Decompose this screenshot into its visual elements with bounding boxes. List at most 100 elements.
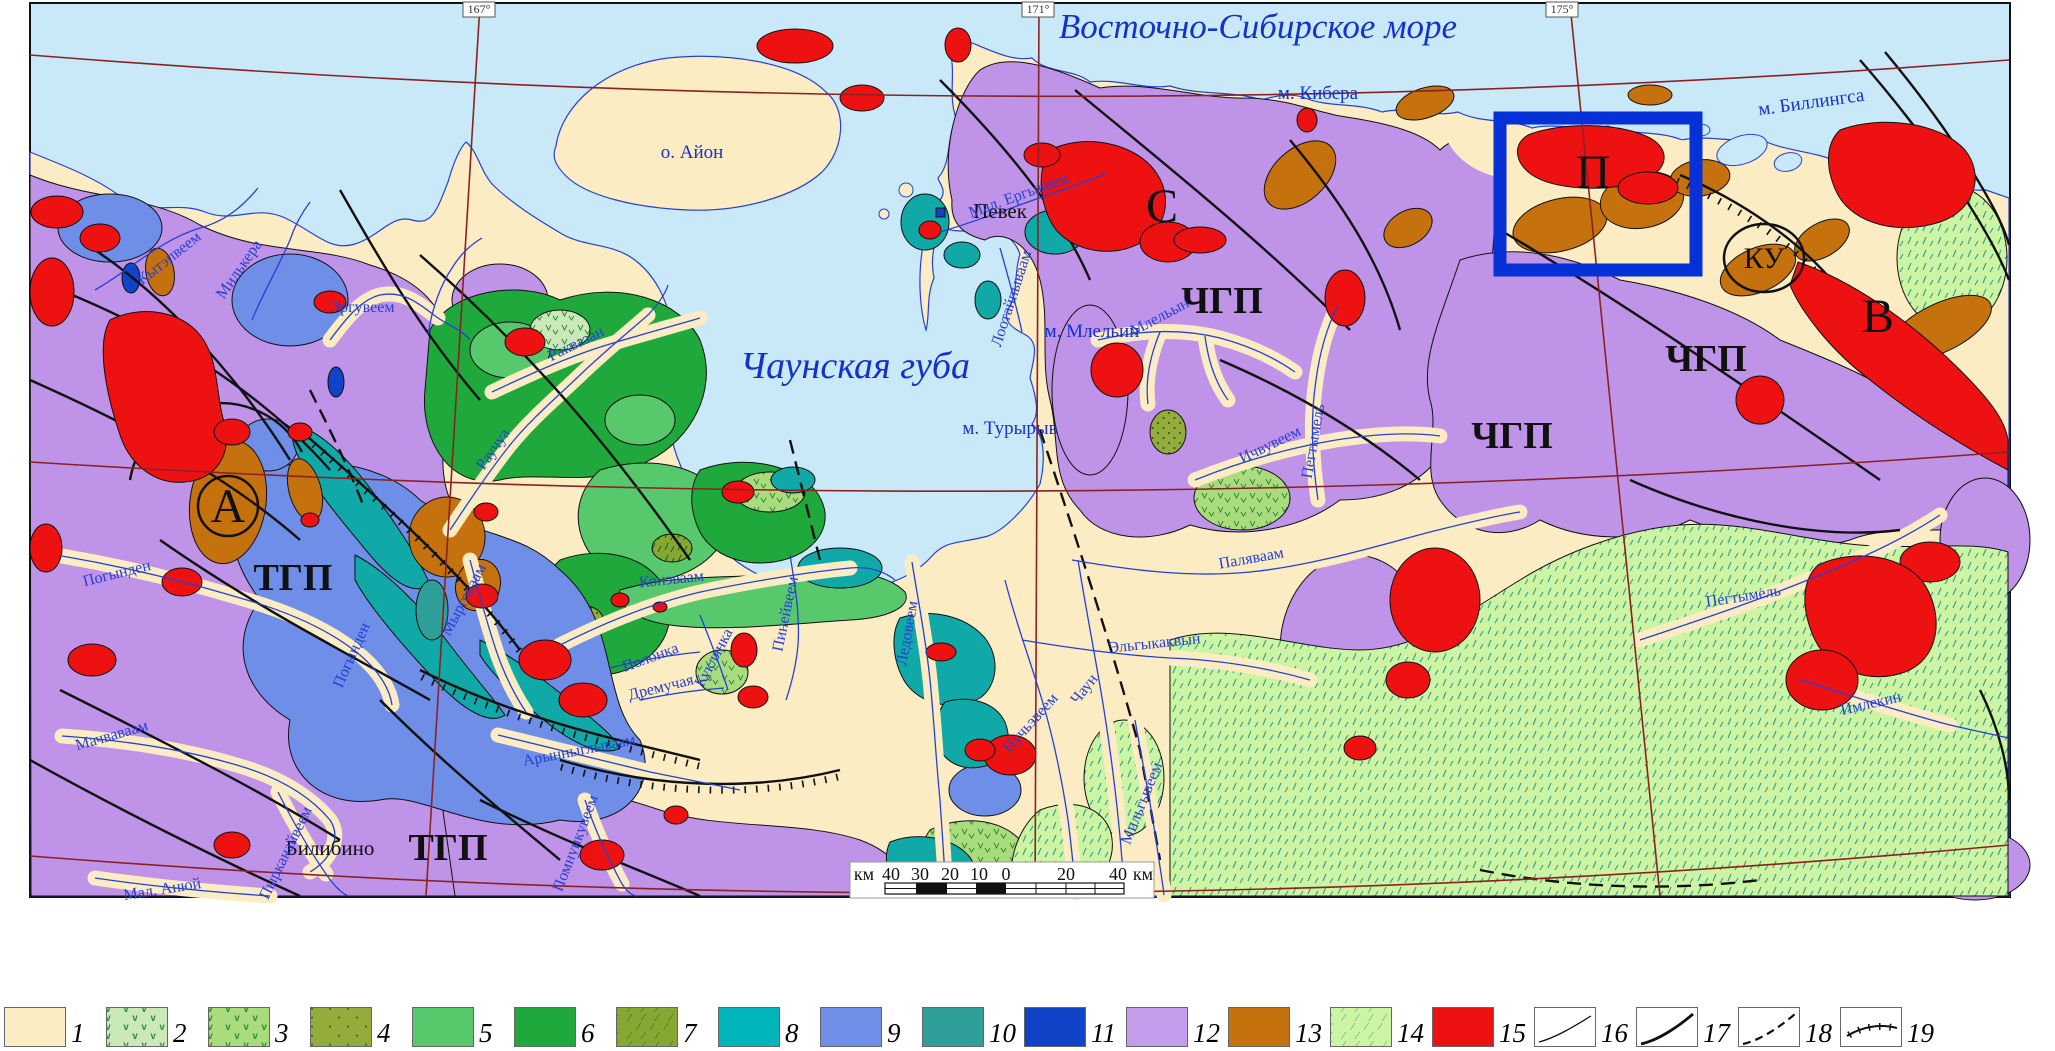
legend-number: 11 [1091, 1018, 1116, 1048]
legend-number: 4 [377, 1018, 391, 1048]
scale-tick-label: 10 [970, 864, 988, 884]
sea-label: Восточно-Сибирское море [1059, 7, 1457, 46]
meridian-label: 171° [1027, 2, 1050, 16]
region-label: ТГП [408, 827, 487, 869]
scale-bar [849, 861, 1155, 899]
scale-tick-label: 40 [1109, 864, 1127, 884]
legend-line-glyph [1538, 1015, 1592, 1043]
legend-number: 6 [581, 1018, 595, 1048]
legend-number: 2 [173, 1018, 187, 1048]
scale-tick-label: 0 [1002, 864, 1011, 884]
annotation-letter: С [1146, 180, 1178, 233]
legend-swatch [412, 1007, 474, 1047]
meridian-label: 167° [468, 2, 491, 16]
meridian-label-box [462, 1, 496, 18]
annotation-letter: КУ [1744, 242, 1785, 275]
region-label: ЧГП [1471, 415, 1553, 457]
legend-item-14: ⁄ ⁄ ⁄ ⁄ ⁄ ⁄ ⁄ ⁄ ⁄ ⁄ ⁄ ⁄ ⁄ ⁄ ⁄ ⁄ ⁄ ⁄ ⁄ ⁄ … [1330, 1007, 1432, 1047]
legend-number: 16 [1601, 1018, 1628, 1048]
ayon-island [553, 55, 842, 211]
legend-item-7: ⁄ ⁄ ⁄ ⁄ ⁄ ⁄ ⁄ ⁄ ⁄ ⁄ ⁄ ⁄ ⁄ ⁄ ⁄ ⁄ ⁄ ⁄ ⁄ ⁄ … [616, 1007, 718, 1047]
place-label: м. Млельин [1045, 321, 1140, 342]
region-label: ЧГП [1665, 338, 1747, 380]
legend-line-glyph [1742, 1013, 1796, 1046]
legend-number: 14 [1397, 1018, 1424, 1048]
legend-number: 3 [275, 1018, 289, 1048]
scale-unit: км [1133, 864, 1153, 884]
scale-tick-label: 20 [1057, 864, 1075, 884]
area-circle-A [196, 474, 260, 538]
legend-swatch: v v v v v v v v v v v v v v v v v v v v … [106, 1007, 168, 1047]
legend-item-16: 16 [1534, 1007, 1636, 1047]
legend-item-8: 8 [718, 1007, 820, 1047]
legend-number: 17 [1703, 1018, 1730, 1048]
legend-swatch [1636, 1007, 1698, 1047]
legend-swatch: · · · · · · · · · · · · · · · · · · · · … [310, 1007, 372, 1047]
area-circle-KU [1722, 222, 1806, 294]
rivers [61, 173, 2009, 897]
legend-pattern: · · · · · · · · · · · · · · · · · · · · … [311, 1007, 372, 1047]
legend-swatch [1024, 1007, 1086, 1047]
legend-swatch [1534, 1007, 1596, 1047]
legend-number: 9 [887, 1018, 901, 1048]
legend-line-glyph [1846, 1023, 1898, 1039]
legend-item-2: v v v v v v v v v v v v v v v v v v v v … [106, 1007, 208, 1047]
region-label: ЧГП [1181, 280, 1263, 322]
legend-item-18: 18 [1738, 1007, 1840, 1047]
legend-item-13: 13 [1228, 1007, 1330, 1047]
meridian-label-box [1021, 1, 1055, 18]
legend-swatch [1228, 1007, 1290, 1047]
islet [878, 208, 890, 220]
legend-swatch [820, 1007, 882, 1047]
legend-item-17: 17 [1636, 1007, 1738, 1047]
legend-number: 7 [683, 1018, 697, 1048]
river-label: Конэваам [638, 568, 704, 592]
scale-unit: км [854, 864, 874, 884]
legend-item-4: · · · · · · · · · · · · · · · · · · · · … [310, 1007, 412, 1047]
legend-number: 8 [785, 1018, 799, 1048]
legend-item-9: 9 [820, 1007, 922, 1047]
scale-tick-label: 20 [941, 864, 959, 884]
legend-swatch [1840, 1007, 1902, 1047]
legend-swatch [1126, 1007, 1188, 1047]
legend-swatch [1738, 1007, 1800, 1047]
legend-number: 1 [71, 1018, 85, 1048]
legend-item-6: 6 [514, 1007, 616, 1047]
meridian-label: 175° [1551, 2, 1574, 16]
legend-number: 12 [1193, 1018, 1220, 1048]
legend-item-10: 10 [922, 1007, 1024, 1047]
scale-bar-text: км 40 30 20 10 0 20 40 км [854, 864, 1153, 884]
legend-swatch [922, 1007, 984, 1047]
legend-item-3: v v v v v v v v v v v v v v v v v v v v … [208, 1007, 310, 1047]
annotation-letter: А [211, 480, 246, 533]
legend-pattern: ⁄ ⁄ ⁄ ⁄ ⁄ ⁄ ⁄ ⁄ ⁄ ⁄ ⁄ ⁄ ⁄ ⁄ ⁄ ⁄ ⁄ ⁄ ⁄ ⁄ … [617, 1007, 677, 1047]
highlight-rectangle-P [1493, 111, 1703, 277]
town-label: Певек [973, 199, 1028, 223]
place-label: о. Айон [661, 142, 724, 163]
legend-pattern: v v v v v v v v v v v v v v v v v v v v … [107, 1007, 168, 1047]
sea-label: Чаунская губа [740, 345, 970, 387]
scale-tick-label: 40 [882, 864, 900, 884]
scale-tick-label: 30 [911, 864, 929, 884]
legend-swatch: ⁄ ⁄ ⁄ ⁄ ⁄ ⁄ ⁄ ⁄ ⁄ ⁄ ⁄ ⁄ ⁄ ⁄ ⁄ ⁄ ⁄ ⁄ ⁄ ⁄ … [1330, 1007, 1392, 1047]
region-label: ТГП [253, 557, 332, 599]
legend-swatch [514, 1007, 576, 1047]
town-label: Билибино [286, 836, 375, 860]
legend-number: 13 [1295, 1018, 1322, 1048]
place-label: м. Кибера [1278, 83, 1359, 104]
legend-line-glyph [1640, 1012, 1694, 1046]
legend-swatch: ⁄ ⁄ ⁄ ⁄ ⁄ ⁄ ⁄ ⁄ ⁄ ⁄ ⁄ ⁄ ⁄ ⁄ ⁄ ⁄ ⁄ ⁄ ⁄ ⁄ … [616, 1007, 678, 1047]
legend-item-19: 19 [1840, 1007, 1942, 1047]
map-legend: 1 v v v v v v v v v v v v v v v v v v v v… [4, 1004, 2052, 1050]
place-label: м. Турырыв [962, 418, 1057, 439]
river-label: Эргувеем [330, 299, 395, 316]
legend-item-12: 12 [1126, 1007, 1228, 1047]
legend-number: 10 [989, 1018, 1016, 1048]
islet [898, 182, 914, 198]
legend-pattern: ⁄ ⁄ ⁄ ⁄ ⁄ ⁄ ⁄ ⁄ ⁄ ⁄ ⁄ ⁄ ⁄ ⁄ ⁄ ⁄ ⁄ ⁄ ⁄ ⁄ … [1331, 1007, 1391, 1047]
legend-item-5: 5 [412, 1007, 514, 1047]
legend-swatch: v v v v v v v v v v v v v v v v v v v v … [208, 1007, 270, 1047]
legend-number: 5 [479, 1018, 493, 1048]
